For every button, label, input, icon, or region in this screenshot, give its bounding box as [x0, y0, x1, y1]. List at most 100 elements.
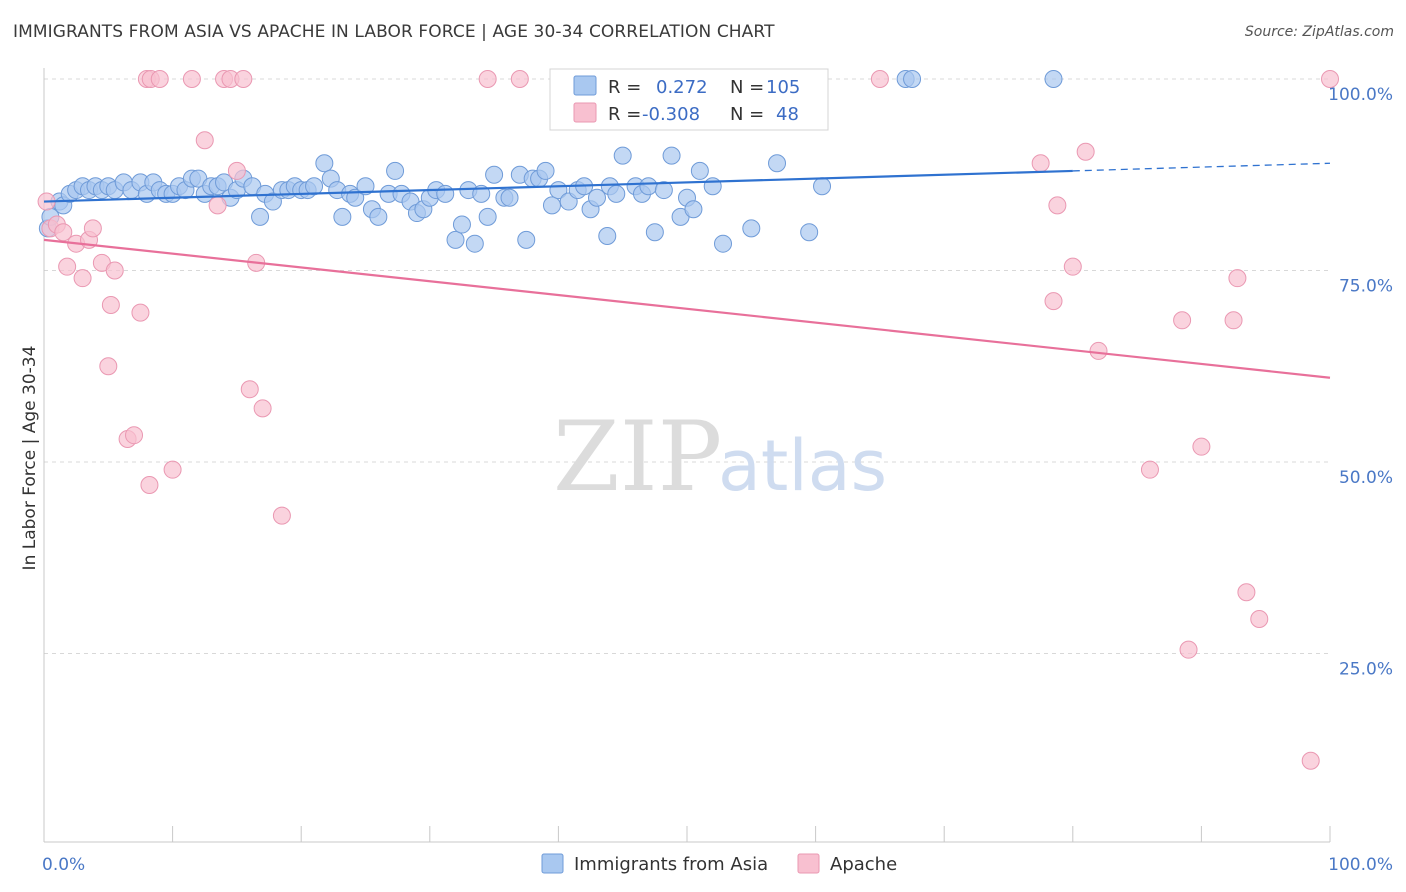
point-immigrants-asia — [714, 234, 733, 253]
trend-line-immigrants-asia-extension — [1072, 162, 1331, 172]
point-immigrants-asia — [485, 165, 504, 184]
point-apache — [208, 196, 227, 215]
point-apache — [163, 460, 182, 479]
point-immigrants-asia — [768, 154, 787, 173]
trend-layer — [43, 162, 1331, 379]
y-axis-title: In Labor Force | Age 30-34 — [20, 346, 40, 571]
point-apache — [1044, 292, 1063, 311]
top-legend: R = 0.272 N = 105 R = -0.308 N = 48 — [549, 68, 829, 131]
point-immigrants-asia — [465, 234, 484, 253]
trend-line-apache — [43, 238, 1331, 379]
point-apache — [1224, 311, 1243, 330]
point-immigrants-asia — [703, 177, 722, 196]
point-apache — [1192, 437, 1211, 456]
x-tick-label: 0.0% — [42, 855, 85, 875]
point-immigrants-asia — [662, 146, 681, 165]
y-tick-label: 100.0% — [1328, 85, 1393, 105]
point-immigrants-asia — [333, 207, 352, 226]
bottom-legend-label-apache: Apache — [830, 854, 897, 875]
ticks-layer: 25.0% 50.0% 75.0% 100.0% 0.0% 100.0% — [42, 85, 1393, 875]
point-apache — [1173, 311, 1192, 330]
point-apache — [182, 70, 201, 88]
point-immigrants-asia — [315, 154, 334, 173]
point-immigrants-asia — [587, 188, 606, 207]
point-apache — [227, 161, 246, 180]
point-apache — [150, 70, 169, 88]
y-tick-label: 25.0% — [1339, 660, 1393, 680]
point-immigrants-asia — [517, 230, 536, 249]
point-apache — [478, 70, 497, 88]
point-immigrants-asia — [684, 200, 703, 219]
y-tick-label: 50.0% — [1339, 468, 1393, 488]
point-immigrants-asia — [251, 207, 270, 226]
point-immigrants-asia — [356, 177, 375, 196]
point-immigrants-asia — [305, 177, 324, 196]
point-immigrants-asia — [690, 161, 709, 180]
point-apache — [1228, 269, 1247, 288]
point-apache — [83, 219, 102, 238]
x-tick-label: 100.0% — [1328, 855, 1393, 875]
legend-r-label-blue: R = — [608, 77, 641, 98]
point-apache — [1321, 70, 1339, 88]
point-immigrants-asia — [639, 177, 658, 196]
point-immigrants-asia — [1044, 70, 1063, 88]
point-immigrants-asia — [800, 223, 819, 242]
bottom-legend-label-asia: Immigrants from Asia — [574, 854, 768, 875]
point-apache — [253, 399, 272, 418]
legend-r-value-pink: -0.308 — [642, 104, 700, 125]
point-immigrants-asia — [598, 227, 617, 246]
watermark-zip: ZIP — [553, 401, 722, 513]
legend-r-value-blue: 0.272 — [656, 77, 708, 98]
point-immigrants-asia — [478, 207, 497, 226]
point-apache — [1089, 341, 1108, 360]
point-immigrants-asia — [645, 223, 664, 242]
point-apache — [234, 70, 253, 88]
point-immigrants-asia — [607, 184, 626, 203]
point-apache — [140, 475, 159, 494]
legend-n-value-pink: 48 — [776, 104, 799, 125]
point-immigrants-asia — [903, 70, 922, 88]
point-immigrants-asia — [386, 161, 405, 180]
point-apache — [1048, 196, 1067, 215]
bottom-legend: Immigrants from Asia Apache — [541, 853, 897, 875]
point-immigrants-asia — [536, 161, 555, 180]
point-immigrants-asia — [654, 181, 673, 200]
bottom-legend-swatch-apache — [797, 853, 820, 874]
point-immigrants-asia — [436, 184, 455, 203]
point-apache — [99, 357, 118, 376]
watermark-atlas: atlas — [718, 425, 887, 507]
point-apache — [870, 70, 889, 88]
bottom-legend-swatch-asia — [541, 853, 564, 874]
point-apache — [1140, 460, 1159, 479]
point-apache — [101, 295, 120, 314]
point-apache — [1031, 154, 1050, 173]
legend-swatch-blue — [573, 75, 597, 96]
legend-r-label-pink: R = — [608, 104, 641, 125]
point-apache — [131, 303, 150, 322]
point-apache — [240, 380, 259, 399]
legend-n-label-blue: N = — [730, 77, 764, 98]
point-immigrants-asia — [613, 146, 632, 165]
legend-n-value-blue: 105 — [766, 77, 800, 98]
legend-n-label-pink: N = — [730, 104, 764, 125]
point-apache — [272, 506, 291, 525]
point-apache — [1237, 583, 1256, 602]
point-apache — [1179, 640, 1198, 659]
point-apache — [54, 223, 73, 242]
point-apache — [58, 257, 77, 276]
point-immigrants-asia — [446, 230, 465, 249]
point-immigrants-asia — [452, 215, 471, 234]
watermark: ZIP atlas — [553, 401, 887, 513]
point-immigrants-asia — [742, 219, 761, 238]
point-immigrants-asia — [813, 177, 832, 196]
point-apache — [105, 261, 124, 280]
trend-line-immigrants-asia — [43, 169, 1073, 203]
point-immigrants-asia — [369, 207, 388, 226]
point-apache — [1063, 257, 1082, 276]
point-apache — [195, 131, 214, 150]
point-apache — [125, 426, 144, 445]
point-apache — [1250, 610, 1269, 629]
chart-source: Source: ZipAtlas.com — [1244, 24, 1394, 40]
point-apache — [510, 70, 529, 88]
